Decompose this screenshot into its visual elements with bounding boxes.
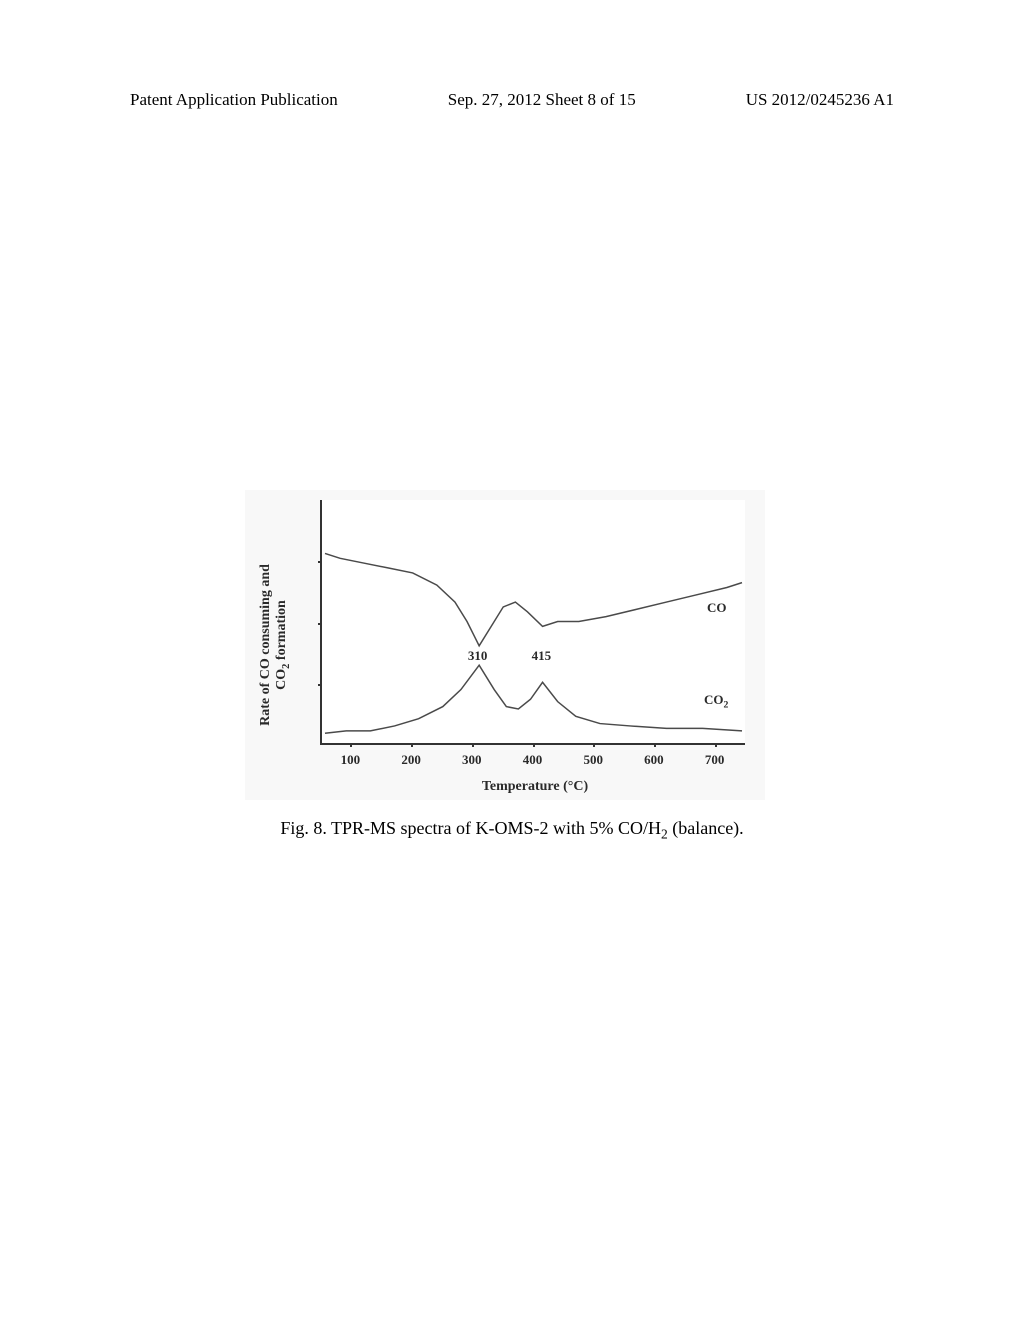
x-tick-mark	[654, 743, 656, 747]
figure-caption: Fig. 8. TPR-MS spectra of K-OMS-2 with 5…	[0, 818, 1024, 843]
header-right: US 2012/0245236 A1	[746, 90, 894, 110]
x-tick-mark	[350, 743, 352, 747]
header-center: Sep. 27, 2012 Sheet 8 of 15	[448, 90, 636, 110]
header-left: Patent Application Publication	[130, 90, 338, 110]
x-tick-label: 700	[705, 752, 725, 768]
x-tick-mark	[472, 743, 474, 747]
x-tick-mark	[715, 743, 717, 747]
x-axis-label: Temperature (°C)	[482, 779, 588, 795]
co2-curve-label: CO2	[704, 692, 728, 711]
x-tick-label: 500	[583, 752, 603, 768]
x-tick-mark	[411, 743, 413, 747]
chart-curves	[322, 500, 745, 743]
co-curve	[325, 553, 742, 645]
y-axis-label-line2: CO2 formation	[274, 600, 289, 690]
tpr-ms-chart: Rate of CO consuming and CO2 formation 3…	[245, 490, 765, 800]
y-tick-mark	[318, 623, 322, 625]
y-tick-mark	[318, 684, 322, 686]
peak-label-415: 415	[532, 648, 552, 664]
x-tick-label: 100	[341, 752, 361, 768]
x-tick-label: 300	[462, 752, 482, 768]
y-tick-mark	[318, 561, 322, 563]
x-tick-label: 600	[644, 752, 664, 768]
y-axis-label: Rate of CO consuming and CO2 formation	[258, 545, 292, 745]
co2-curve	[325, 665, 742, 733]
x-tick-label: 200	[401, 752, 421, 768]
x-tick-mark	[593, 743, 595, 747]
plot-area: 310 415 CO CO2	[320, 500, 745, 745]
x-tick-label: 400	[523, 752, 543, 768]
peak-label-310: 310	[468, 648, 488, 664]
co-curve-label: CO	[707, 600, 727, 616]
x-tick-mark	[533, 743, 535, 747]
page-header: Patent Application Publication Sep. 27, …	[0, 90, 1024, 110]
